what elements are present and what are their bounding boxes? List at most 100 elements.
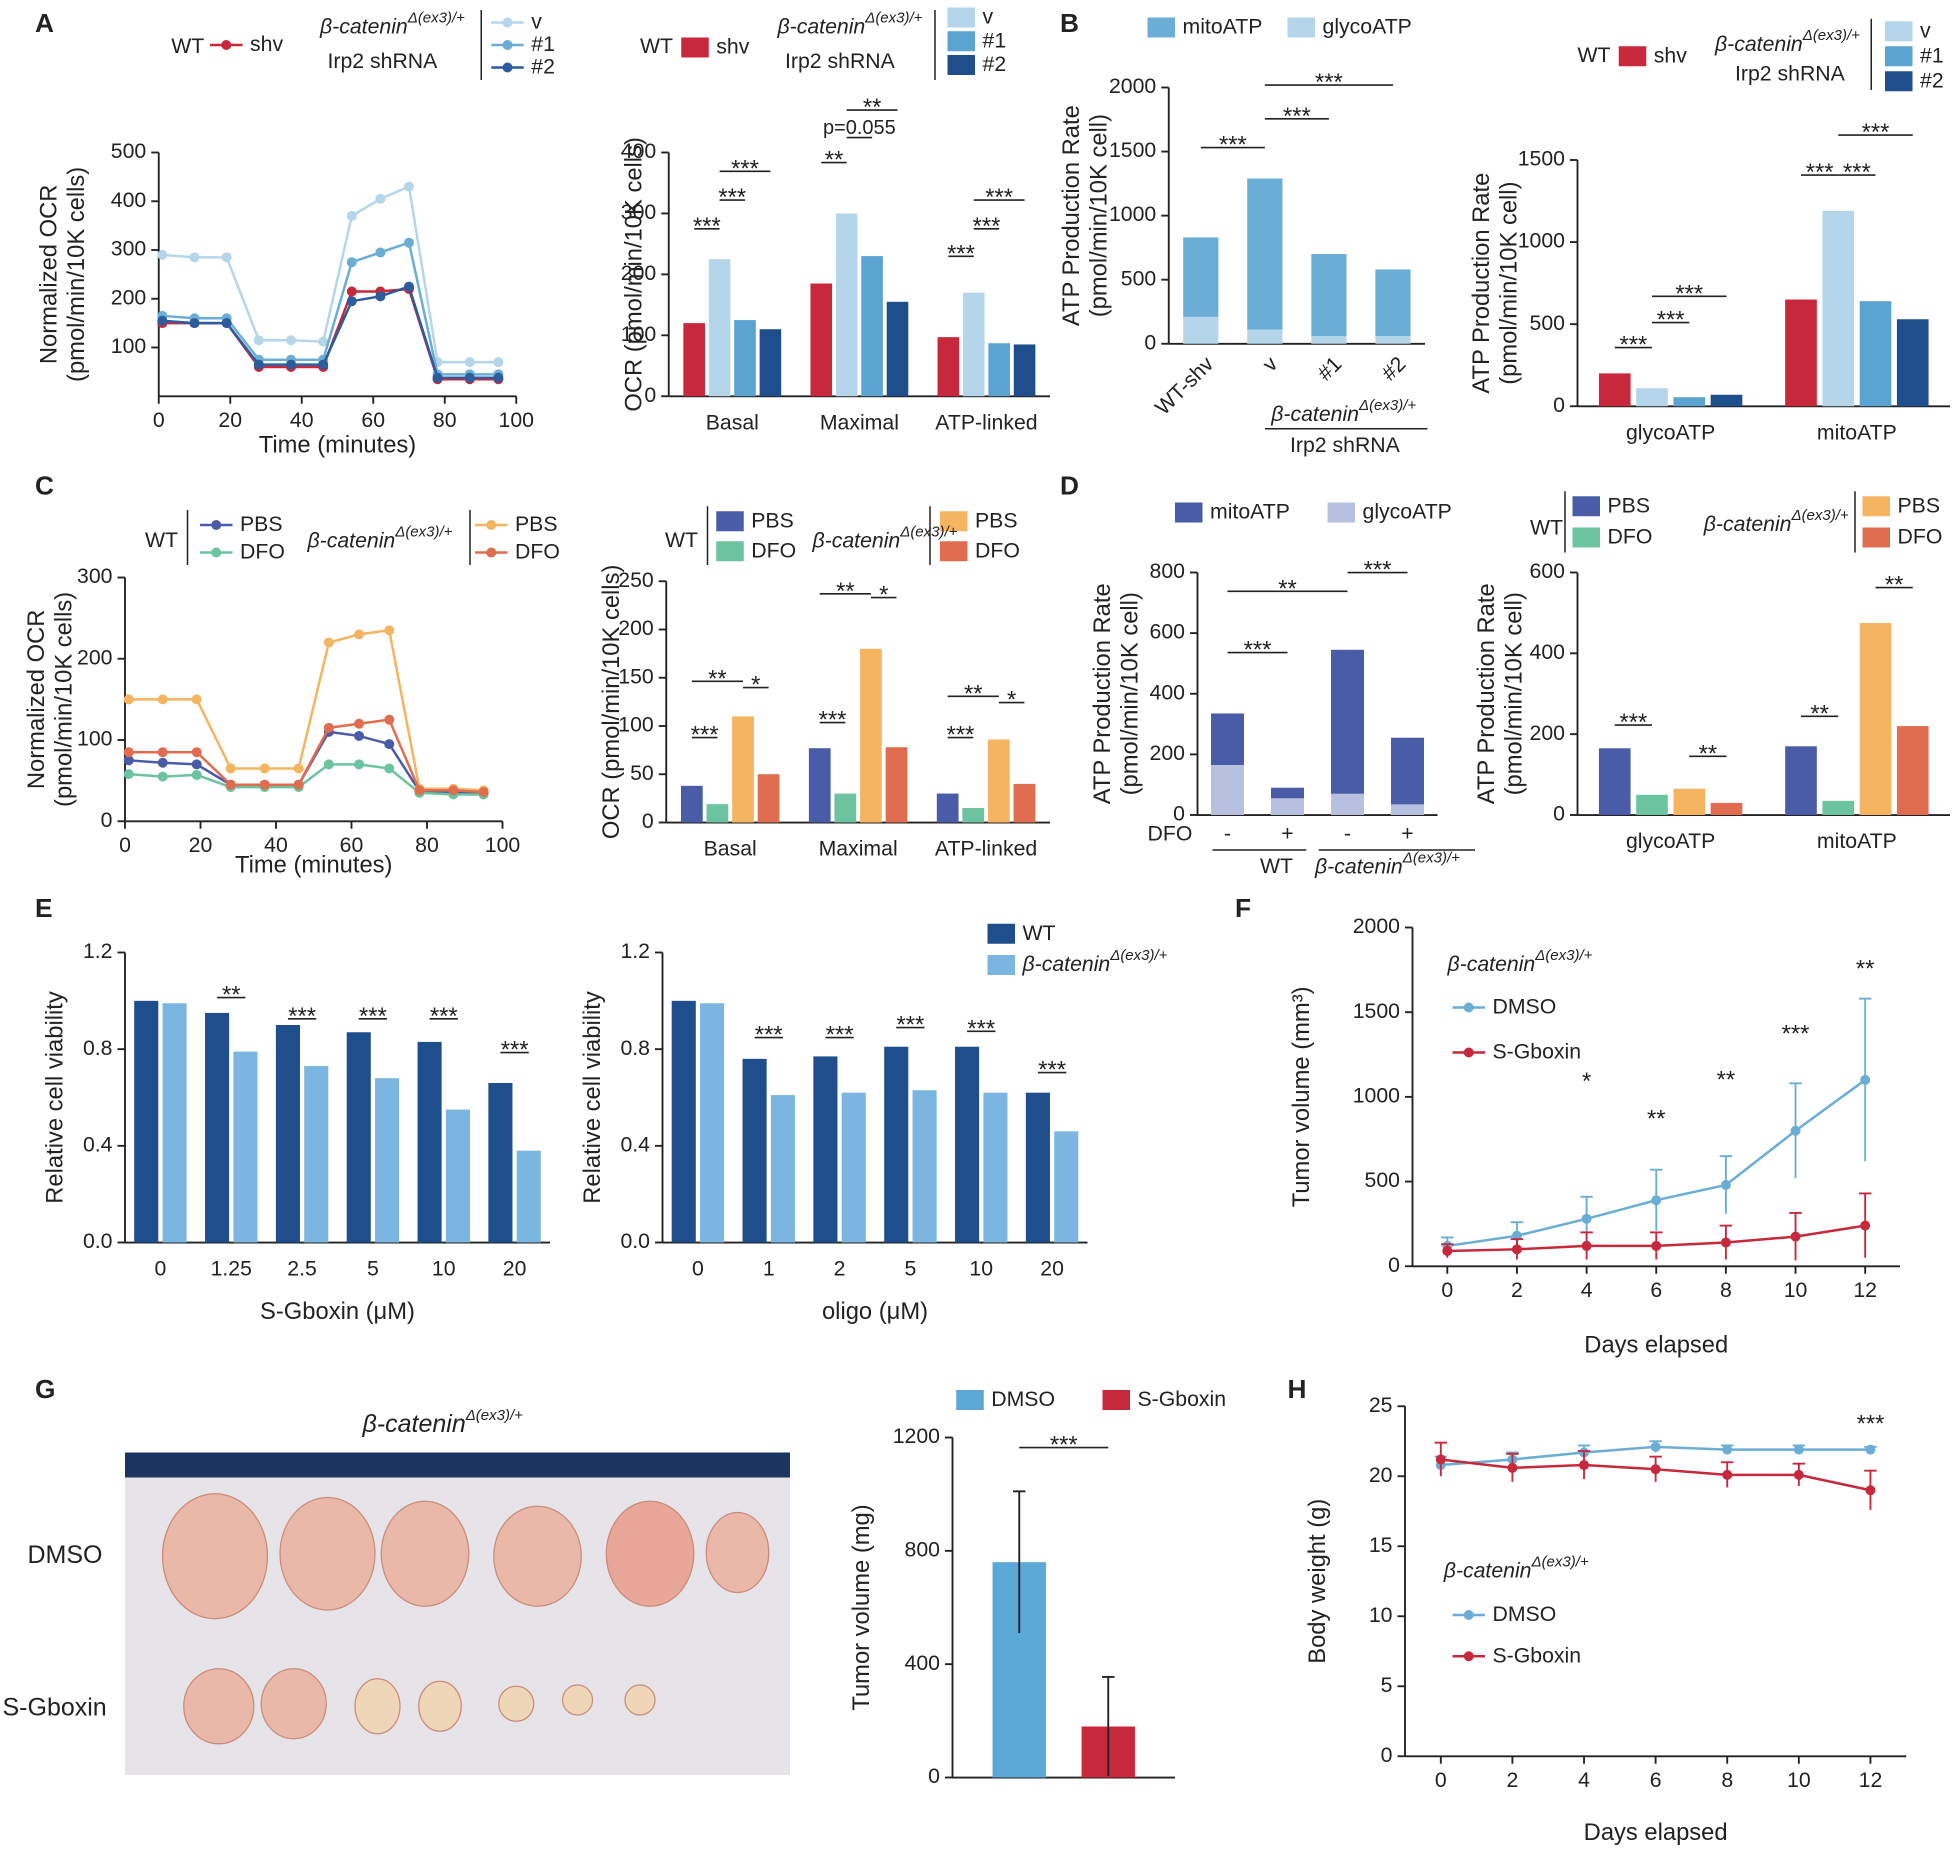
- y-tick-label: 0.0: [83, 1229, 113, 1253]
- data-point: [375, 247, 386, 258]
- legend-label: glycoATP: [1323, 14, 1412, 38]
- legend-label-main: DFO: [240, 539, 285, 563]
- data-point: [1790, 1231, 1801, 1242]
- data-point: [414, 785, 425, 796]
- legend-label: v: [983, 4, 994, 28]
- significance-label: **: [1647, 1105, 1666, 1132]
- data-point: [375, 193, 386, 204]
- y-tick-label: 200: [1150, 741, 1185, 765]
- x-tick-label: 10: [1784, 1278, 1808, 1302]
- x-tick-label: 60: [361, 408, 385, 432]
- y-tick-label: 15: [1369, 1533, 1393, 1557]
- legend-group: β-cateninΔ(ex3)/+: [1443, 1554, 1589, 1582]
- x-tick-label: 0: [119, 833, 131, 857]
- y-tick-label: 200: [77, 645, 112, 669]
- legend-group-sup: Δ(ex3)/+: [899, 524, 957, 541]
- data-point: [293, 779, 304, 790]
- legend-label: DFO: [1898, 524, 1943, 548]
- legend-label: v: [1920, 18, 1931, 42]
- bar: [742, 1058, 767, 1243]
- legend-swatch: [956, 1390, 984, 1410]
- y-axis-label: (pmol/min/10K cell): [1117, 592, 1144, 795]
- legend-swatch: [1572, 496, 1600, 517]
- bar: [162, 1003, 187, 1243]
- bar: [1636, 388, 1668, 407]
- y-tick-label: 1500: [1353, 999, 1400, 1023]
- legend-group-main: β-catenin: [1314, 854, 1403, 878]
- tumor: [354, 1678, 401, 1735]
- significance-label: ***: [1283, 103, 1311, 130]
- data-point: [346, 296, 357, 307]
- data-point: [1790, 1125, 1801, 1136]
- legend-swatch: [940, 511, 968, 532]
- y-tick-label: 1000: [1353, 1083, 1400, 1107]
- panel-label: A: [35, 8, 54, 38]
- data-point: [432, 372, 443, 383]
- legend-group-sup: Δ(ex3)/+: [1802, 27, 1860, 44]
- data-point: [384, 714, 395, 725]
- bar: [955, 1046, 980, 1243]
- photo-title-main: β-catenin: [362, 1410, 466, 1438]
- data-point: [346, 257, 357, 268]
- legend-swatch: [1463, 1610, 1474, 1620]
- legend-group-sup: Δ(ex3)/+: [1531, 1554, 1589, 1571]
- x-tick-label: 0: [153, 408, 165, 432]
- y-tick-label: 1500: [1518, 147, 1565, 171]
- legend-group-main: β-catenin: [1703, 512, 1792, 536]
- legend-group: β-cateninΔ(ex3)/+: [1447, 947, 1593, 975]
- x-tick-label: 6: [1650, 1278, 1662, 1302]
- bar: [936, 793, 959, 823]
- x-tick-label: 8: [1720, 1278, 1732, 1302]
- bar: [757, 774, 780, 823]
- x-tick-label: 40: [290, 408, 314, 432]
- y-tick-label: 500: [111, 139, 146, 163]
- legend-label-main: #1: [531, 32, 555, 56]
- legend-label-main: mitoATP: [1210, 499, 1290, 523]
- x-tick-label: #1: [1313, 352, 1347, 386]
- legend-label-main: #2: [531, 54, 555, 78]
- data-point: [493, 357, 504, 368]
- y-tick-label: 5: [1381, 1673, 1393, 1697]
- significance-label: **: [964, 680, 983, 707]
- legend-group-main: β-catenin: [777, 14, 866, 38]
- y-tick-label: 0: [642, 809, 654, 833]
- tumor: [260, 1668, 327, 1740]
- tumor: [183, 1668, 255, 1745]
- x-tick-label: 10: [1787, 1768, 1811, 1792]
- y-tick-label: 0: [644, 383, 656, 407]
- data-point: [259, 763, 270, 774]
- x-tick-label: 60: [340, 833, 364, 857]
- legend-group: Irp2 shRNA: [785, 49, 896, 73]
- legend-swatch: [1287, 17, 1315, 38]
- data-point: [1442, 1246, 1453, 1257]
- legend-group-main: β-catenin: [1714, 32, 1803, 56]
- x-axis-label: S-Gboxin (μM): [260, 1298, 415, 1325]
- legend-label-main: glycoATP: [1363, 499, 1452, 523]
- x-tick-label: -: [1224, 822, 1231, 846]
- data-point: [404, 281, 414, 292]
- significance-label: ***: [1806, 159, 1834, 186]
- legend-label-main: PBS: [515, 512, 558, 536]
- legend-group-sup: Δ(ex3)/+: [407, 10, 465, 27]
- y-tick-label: 0.4: [83, 1132, 113, 1156]
- data-point: [1507, 1462, 1518, 1473]
- y-tick-label: 100: [77, 727, 112, 751]
- data-point: [1435, 1454, 1446, 1465]
- data-point: [354, 629, 365, 640]
- legend-label: DMSO: [991, 1387, 1055, 1411]
- data-point: [464, 357, 475, 368]
- y-tick-label: 500: [1530, 311, 1565, 335]
- legend-label-sup: Δ(ex3)/+: [1109, 947, 1167, 964]
- bar-segment: [1311, 254, 1347, 337]
- legend-group: DFO: [1148, 822, 1193, 846]
- bar: [1054, 1131, 1079, 1243]
- x-tick-label: 5: [905, 1257, 917, 1281]
- y-axis-label: (pmol/min/10K cell): [1500, 592, 1527, 795]
- x-tick-label: 80: [433, 408, 457, 432]
- y-tick-label: 0.0: [620, 1229, 650, 1253]
- bar-segment: [1247, 178, 1283, 330]
- data-point: [191, 694, 202, 705]
- data-point: [384, 739, 395, 750]
- legend-group: β-cateninΔ(ex3)/+: [1714, 27, 1860, 55]
